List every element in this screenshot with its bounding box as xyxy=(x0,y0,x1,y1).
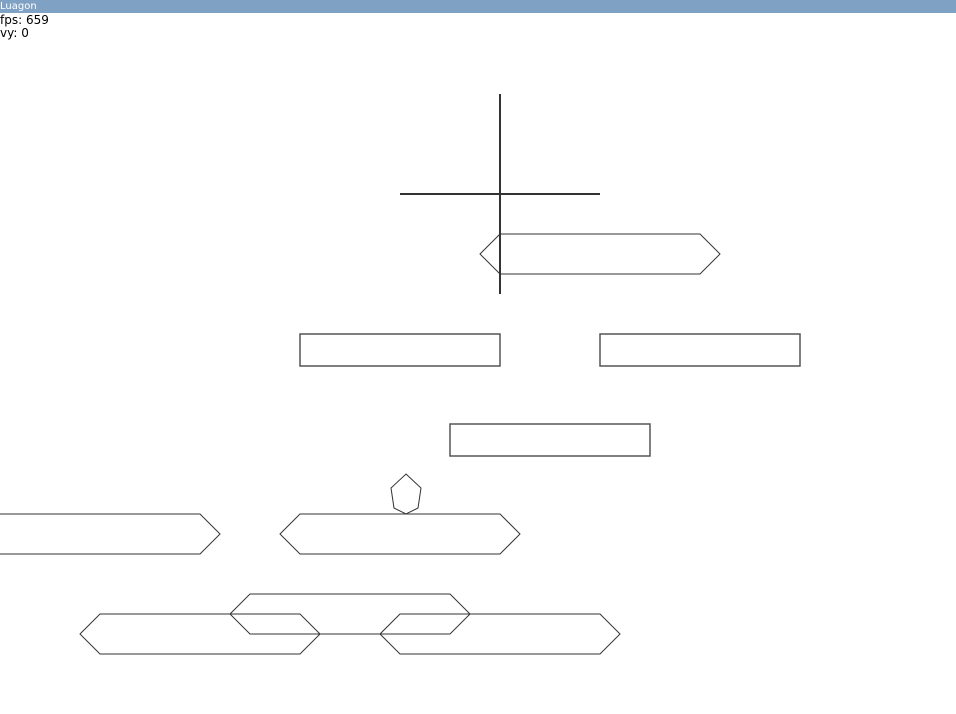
hexagon-platform-lower-right xyxy=(379,613,621,655)
hexagon-platform-lower-left xyxy=(79,613,321,655)
hexagon-platform-top xyxy=(479,233,721,275)
hexagon-platform-center xyxy=(279,513,521,555)
window-title: Luagon xyxy=(0,1,37,12)
debug-hud: fps: 659 vy: 0 xyxy=(0,14,49,40)
title-bar[interactable]: Luagon xyxy=(0,0,956,13)
rect-platform-left xyxy=(299,333,501,367)
crosshair xyxy=(400,94,600,294)
rect-platform-middle xyxy=(449,423,651,457)
rect-platform-right xyxy=(599,333,801,367)
vy-readout: vy: 0 xyxy=(0,26,29,40)
hexagon-platform-far-left xyxy=(0,513,221,555)
fps-readout: fps: 659 xyxy=(0,13,49,27)
player-pentagon xyxy=(390,473,422,515)
